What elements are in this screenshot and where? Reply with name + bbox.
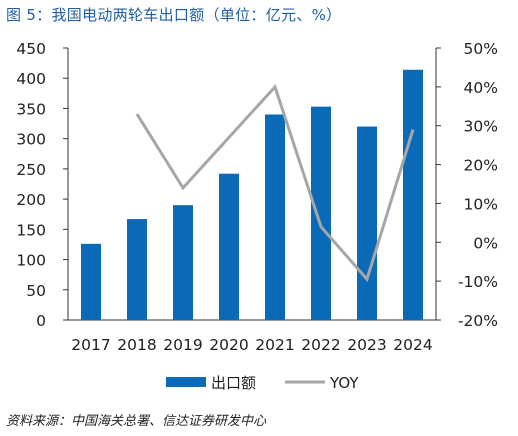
x-tick-label: 2020 <box>209 336 248 354</box>
y-left-tick-label: 250 <box>16 161 46 179</box>
bar-2021 <box>265 114 285 320</box>
source-note: 资料来源：中国海关总署、信达证券研发中心 <box>6 414 267 429</box>
y-right-tick-label: 50% <box>464 40 498 58</box>
bar-2024 <box>403 69 423 320</box>
bar-2022 <box>311 106 331 321</box>
bar-2023 <box>357 126 377 320</box>
x-tick-label: 2022 <box>301 336 340 354</box>
chart-title: 图 5：我国电动两轮车出口额（单位：亿元、%） <box>6 6 342 24</box>
bar-2018 <box>127 219 147 320</box>
bar-2020 <box>219 173 239 320</box>
y-left-tick-label: 300 <box>16 131 46 149</box>
y-right-tick-label: 20% <box>464 157 498 175</box>
bar-series <box>81 69 423 321</box>
y-left-tick-label: 0 <box>36 312 46 330</box>
y-left-tick-label: 50 <box>26 282 46 300</box>
y-right-tick-label: 0% <box>473 234 498 252</box>
x-tick-label: 2019 <box>163 336 202 354</box>
y-right-axis-ticks: -20% -10% 0% 10% 20% 30% 40% 50% <box>436 40 498 330</box>
y-left-tick-label: 450 <box>16 40 46 58</box>
y-left-tick-label: 100 <box>16 252 46 270</box>
y-left-tick-label: 150 <box>16 221 46 239</box>
x-tick-label: 2023 <box>347 336 386 354</box>
y-right-tick-label: -10% <box>458 273 498 291</box>
x-tick-label: 2024 <box>393 336 432 354</box>
y-right-tick-label: 10% <box>464 195 498 213</box>
bar-2017 <box>81 243 101 320</box>
y-right-tick-label: -20% <box>458 312 498 330</box>
legend-label-line: YOY <box>329 374 359 392</box>
x-axis-ticks: 2017 2018 2019 2020 2021 2022 2023 2024 <box>71 336 432 354</box>
y-left-tick-label: 400 <box>16 70 46 88</box>
legend: 出口额 YOY <box>166 374 359 392</box>
x-tick-label: 2017 <box>71 336 110 354</box>
legend-swatch-bar <box>166 377 206 387</box>
y-right-tick-label: 40% <box>464 79 498 97</box>
line-series <box>135 83 415 283</box>
x-tick-label: 2021 <box>255 336 294 354</box>
x-tick-label: 2018 <box>117 336 156 354</box>
legend-label-bar: 出口额 <box>211 374 256 392</box>
y-left-tick-label: 350 <box>16 100 46 118</box>
y-right-tick-label: 30% <box>464 118 498 136</box>
y-left-tick-label: 200 <box>16 191 46 209</box>
bar-2019 <box>173 205 193 320</box>
y-left-axis-ticks: 0 50 100 150 200 250 300 350 400 450 <box>16 40 68 330</box>
axes <box>67 48 437 321</box>
